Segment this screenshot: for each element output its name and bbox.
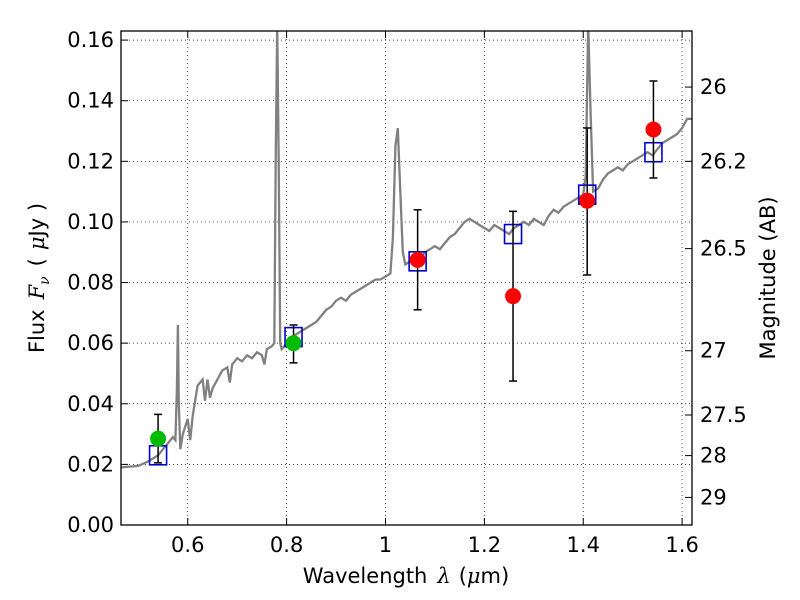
y-tick-label: 0.08: [67, 271, 114, 295]
y2-tick-label: 29: [700, 485, 727, 509]
red-data-point: [645, 121, 662, 138]
x-tick-label: 1.6: [665, 533, 698, 557]
red-data-point: [409, 251, 426, 268]
y2-axis-label: Magnitude (AB): [756, 196, 780, 359]
x-tick-label: 1.2: [468, 533, 501, 557]
y-tick-label: 0.10: [67, 210, 114, 234]
y2-tick-label: 26.5: [700, 237, 747, 261]
x-tick-label: 1: [379, 533, 392, 557]
y-tick-label: 0.14: [67, 89, 114, 113]
y-tick-label: 0.06: [67, 331, 114, 355]
data-layer: [121, 31, 692, 469]
y2-tick-label: 28: [700, 444, 727, 468]
y2-tick-label: 26.2: [700, 149, 747, 173]
x-tick-label: 0.8: [270, 533, 303, 557]
y-tick-label: 0.12: [67, 149, 114, 173]
red-data-point: [505, 288, 522, 305]
y-tick-label: 0.04: [67, 392, 114, 416]
y-tick-label: 0.16: [67, 28, 114, 52]
plot-frame: [120, 30, 693, 526]
x-tick-label: 1.4: [567, 533, 600, 557]
y2-tick-label: 26: [700, 75, 727, 99]
y2-tick-label: 27.5: [700, 403, 747, 427]
spectrum-line: [121, 31, 692, 469]
y-tick-label: 0.02: [67, 452, 114, 476]
green-data-point: [285, 335, 302, 352]
x-axis-label: Wavelength λ (μm): [303, 564, 509, 588]
green-data-point: [150, 430, 167, 447]
y-tick-label: 0.00: [67, 513, 114, 537]
x-tick-label: 0.6: [171, 533, 204, 557]
y2-tick-label: 27: [700, 339, 727, 363]
red-data-point: [579, 192, 596, 209]
ticks: 0.6 0.8 1 1.2 1.4 1.6 0.00 0.02 0.04 0.06 0.08 0.10…: [67, 28, 747, 557]
markers: [148, 80, 663, 466]
y-axis-label: FluxFν(μJy ): [25, 203, 53, 353]
